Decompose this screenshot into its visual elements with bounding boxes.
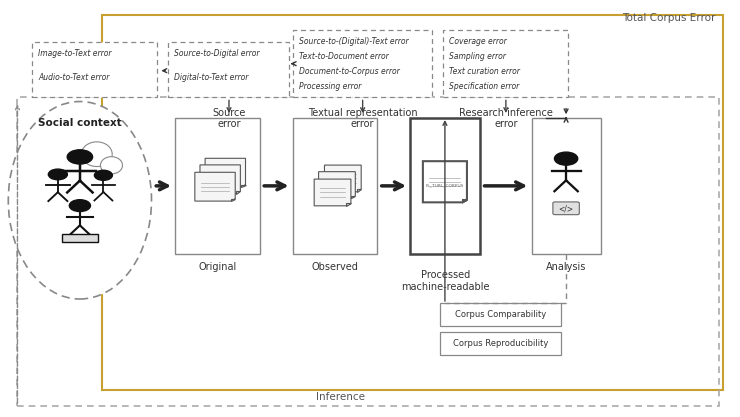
Ellipse shape <box>8 101 152 299</box>
Text: Research inference
error: Research inference error <box>459 108 553 129</box>
Text: Analysis: Analysis <box>546 262 587 272</box>
Text: Digital-to-Text error: Digital-to-Text error <box>174 73 249 82</box>
Text: Sampling error: Sampling error <box>449 52 506 61</box>
FancyBboxPatch shape <box>553 202 579 215</box>
Text: Textual representation
error: Textual representation error <box>308 108 417 129</box>
Text: Corpus Reproducibility: Corpus Reproducibility <box>453 339 548 348</box>
Text: Source-to-Digital error: Source-to-Digital error <box>174 49 260 58</box>
Polygon shape <box>195 172 235 201</box>
Circle shape <box>67 150 92 164</box>
FancyBboxPatch shape <box>440 332 561 354</box>
FancyBboxPatch shape <box>32 42 157 98</box>
FancyBboxPatch shape <box>62 234 98 242</box>
Text: Coverage error: Coverage error <box>449 37 507 46</box>
Polygon shape <box>314 179 351 206</box>
Text: Corpus Comparability: Corpus Comparability <box>455 310 546 319</box>
Polygon shape <box>319 172 355 198</box>
Text: Observed: Observed <box>312 262 359 272</box>
Text: Original: Original <box>198 262 237 272</box>
Circle shape <box>48 169 67 180</box>
Text: Inference: Inference <box>316 392 365 402</box>
FancyBboxPatch shape <box>168 42 289 98</box>
Text: Document-to-Corpus error: Document-to-Corpus error <box>299 67 400 76</box>
FancyBboxPatch shape <box>411 118 480 254</box>
Circle shape <box>95 170 112 180</box>
Polygon shape <box>241 185 246 187</box>
Text: Source
error: Source error <box>212 108 246 129</box>
Polygon shape <box>236 191 240 193</box>
Polygon shape <box>231 198 235 201</box>
Circle shape <box>70 200 90 211</box>
Circle shape <box>554 152 578 165</box>
Ellipse shape <box>81 142 112 166</box>
Text: </>: </> <box>559 204 574 213</box>
Polygon shape <box>346 203 351 206</box>
Polygon shape <box>357 189 361 192</box>
Polygon shape <box>200 165 240 193</box>
FancyBboxPatch shape <box>293 30 432 98</box>
Text: Social context: Social context <box>38 118 122 128</box>
Polygon shape <box>324 165 361 192</box>
FancyBboxPatch shape <box>175 118 260 254</box>
Polygon shape <box>351 196 355 198</box>
Ellipse shape <box>101 157 123 174</box>
Text: Processed
machine-readable: Processed machine-readable <box>401 270 490 292</box>
Polygon shape <box>423 161 467 202</box>
Text: Processing error: Processing error <box>299 82 361 90</box>
FancyBboxPatch shape <box>440 303 561 326</box>
Polygon shape <box>462 200 467 202</box>
FancyBboxPatch shape <box>293 118 377 254</box>
FancyBboxPatch shape <box>443 30 568 98</box>
Text: Total Corpus Error: Total Corpus Error <box>622 13 715 23</box>
Text: Text curation error: Text curation error <box>449 67 520 76</box>
Text: Specification error: Specification error <box>449 82 519 90</box>
Text: FL_TURL_CORPUS: FL_TURL_CORPUS <box>425 184 464 188</box>
FancyBboxPatch shape <box>531 118 602 254</box>
Text: Audio-to-Text error: Audio-to-Text error <box>38 73 110 82</box>
Text: Text-to-Document error: Text-to-Document error <box>299 52 388 61</box>
Polygon shape <box>205 158 246 187</box>
Text: Source-to-(Digital)-Text error: Source-to-(Digital)-Text error <box>299 37 408 46</box>
Text: Image-to-Text error: Image-to-Text error <box>38 49 112 58</box>
